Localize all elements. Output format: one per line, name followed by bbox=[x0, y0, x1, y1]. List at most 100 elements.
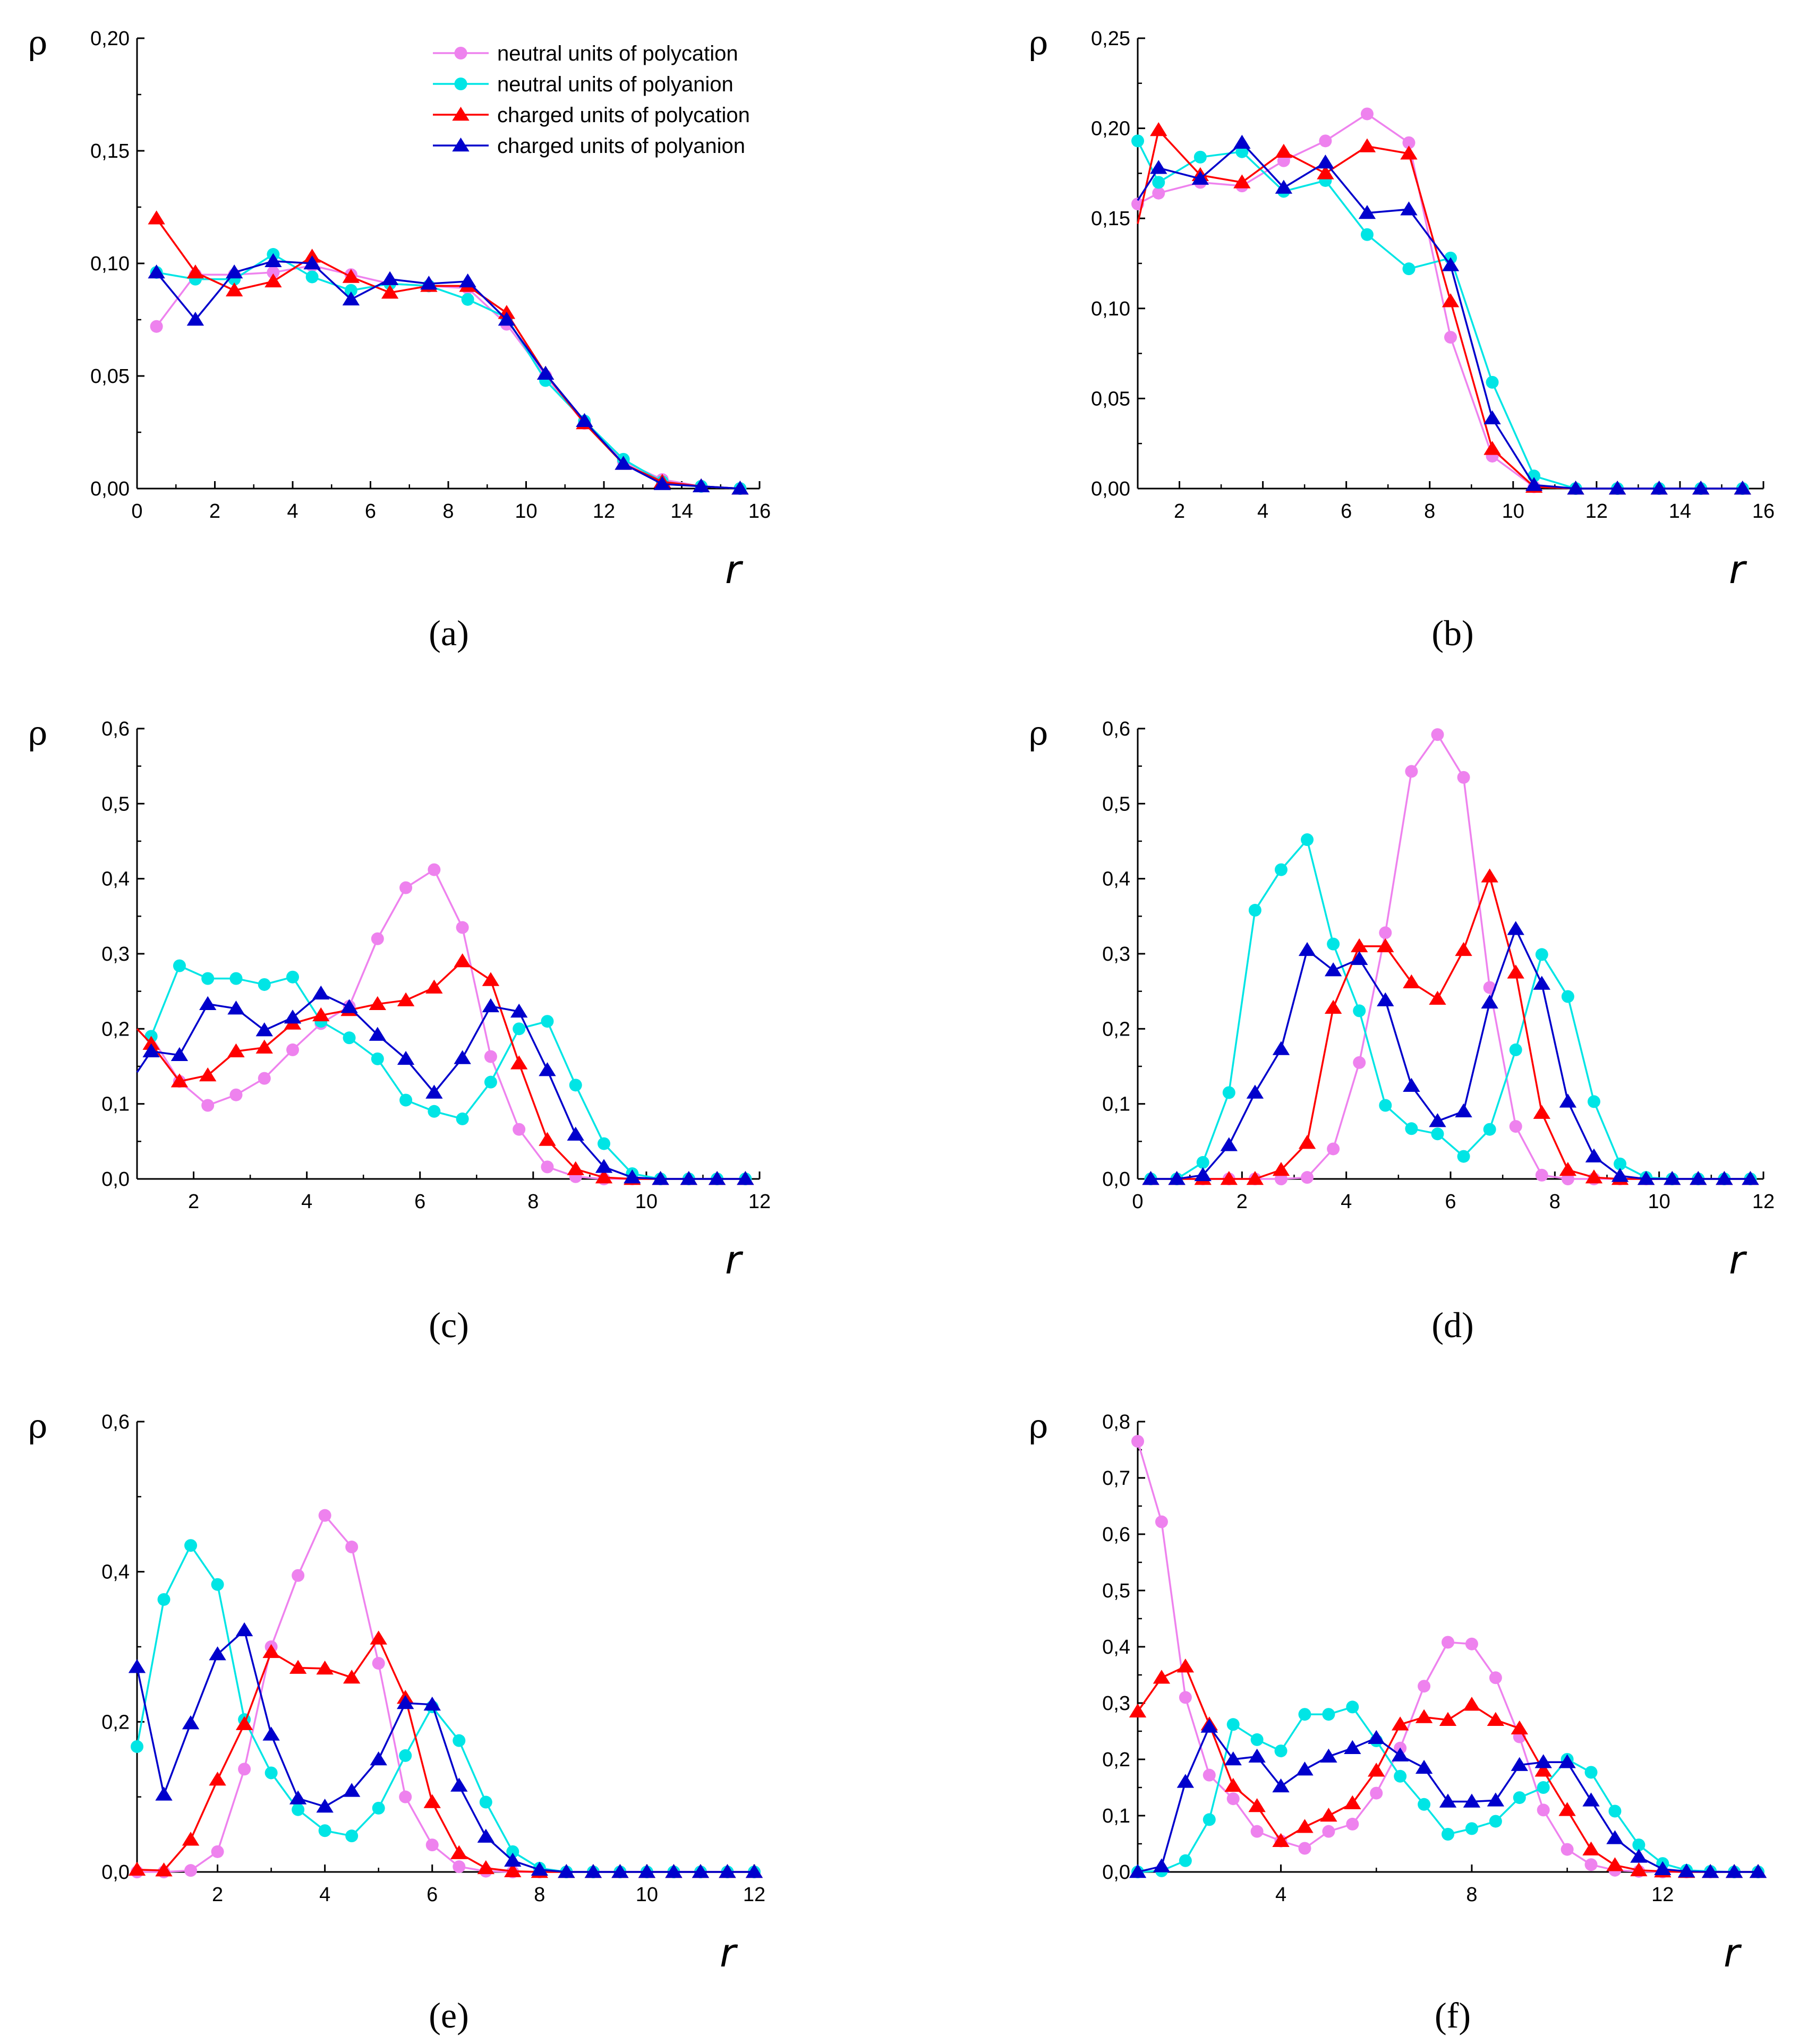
data-point bbox=[1391, 1716, 1409, 1731]
data-point bbox=[381, 271, 399, 285]
data-point bbox=[1155, 1515, 1168, 1528]
data-point bbox=[1431, 1127, 1444, 1141]
series-3 bbox=[148, 210, 749, 495]
data-point bbox=[1606, 1857, 1624, 1871]
data-point bbox=[1585, 1169, 1603, 1184]
data-point bbox=[265, 273, 282, 288]
data-point bbox=[1250, 1825, 1264, 1838]
data-point bbox=[1317, 155, 1334, 169]
data-point bbox=[539, 1062, 556, 1076]
data-point bbox=[128, 1659, 146, 1673]
data-point bbox=[584, 1864, 602, 1878]
data-point bbox=[340, 999, 358, 1013]
data-point bbox=[567, 1161, 584, 1175]
data-point bbox=[1584, 1766, 1598, 1779]
x-tick-label: 6 bbox=[365, 500, 376, 523]
data-point bbox=[1442, 293, 1460, 307]
data-point bbox=[1179, 1854, 1192, 1867]
data-point bbox=[1220, 1171, 1238, 1185]
data-point bbox=[541, 1160, 554, 1174]
x-axis-label: r bbox=[725, 547, 744, 593]
x-axis-label: r bbox=[720, 1930, 738, 1976]
data-point bbox=[1301, 833, 1314, 846]
legend-label: charged units of polycation bbox=[497, 104, 750, 127]
data-point bbox=[1481, 868, 1498, 883]
legend-marker bbox=[454, 78, 467, 90]
data-point bbox=[1403, 1077, 1420, 1092]
x-tick-label: 10 bbox=[515, 500, 537, 523]
panel-caption: (d) bbox=[1431, 1305, 1473, 1345]
data-point bbox=[186, 264, 204, 279]
x-tick-label: 10 bbox=[636, 1884, 658, 1906]
data-point bbox=[477, 1860, 494, 1875]
y-tick-label: 0,2 bbox=[1102, 1749, 1130, 1771]
y-tick-label: 0,0 bbox=[1102, 1861, 1130, 1884]
data-point bbox=[1415, 1709, 1433, 1723]
x-tick-label: 2 bbox=[212, 1884, 223, 1906]
data-point bbox=[479, 1795, 492, 1809]
series-3 bbox=[1129, 1658, 1767, 1878]
data-point bbox=[1203, 1768, 1216, 1782]
data-point bbox=[513, 1022, 526, 1036]
data-point bbox=[1353, 1004, 1366, 1017]
data-point bbox=[1150, 122, 1167, 136]
data-point bbox=[370, 1751, 387, 1766]
chart-panel-3: 0,0 0,1 0,2 0,3 0,4 0,5 0,6 2 4 6 8 10 12 ρ r (c) bbox=[28, 714, 771, 1345]
data-point bbox=[1455, 942, 1472, 956]
x-tick-label: 4 bbox=[1257, 500, 1268, 523]
data-point bbox=[1191, 170, 1209, 185]
y-axis-label: ρ bbox=[1029, 714, 1048, 752]
legend-marker bbox=[454, 47, 467, 59]
data-point bbox=[1587, 1095, 1600, 1108]
data-point bbox=[1327, 937, 1340, 951]
data-point bbox=[1444, 331, 1457, 344]
y-tick-label: 0,6 bbox=[101, 718, 130, 740]
data-point bbox=[1535, 1168, 1548, 1182]
data-point bbox=[1584, 1858, 1598, 1871]
x-tick-label: 6 bbox=[1445, 1191, 1456, 1213]
data-point bbox=[1142, 1171, 1159, 1185]
data-point bbox=[1405, 1122, 1418, 1135]
data-point bbox=[1442, 257, 1460, 271]
series-line bbox=[136, 1543, 754, 1873]
data-point bbox=[1248, 1748, 1266, 1763]
data-point bbox=[665, 1864, 683, 1878]
data-point bbox=[1351, 938, 1368, 953]
data-point bbox=[186, 312, 204, 326]
data-point bbox=[1377, 992, 1394, 1006]
data-point bbox=[1346, 1700, 1359, 1714]
data-point bbox=[1507, 921, 1524, 935]
data-point bbox=[1322, 1825, 1335, 1838]
data-point bbox=[1220, 1137, 1238, 1151]
data-point bbox=[541, 1015, 554, 1028]
data-point bbox=[155, 1862, 173, 1877]
y-tick-label: 0,15 bbox=[1091, 208, 1130, 230]
panel-caption: (c) bbox=[429, 1305, 468, 1345]
x-tick-label: 12 bbox=[593, 500, 615, 523]
data-point bbox=[345, 1541, 359, 1554]
data-point bbox=[1320, 1748, 1337, 1763]
data-point bbox=[1558, 1754, 1576, 1768]
data-point bbox=[345, 1829, 359, 1843]
x-tick-label: 16 bbox=[748, 500, 771, 523]
series-line bbox=[1150, 837, 1751, 1180]
data-point bbox=[201, 972, 215, 985]
data-point bbox=[1582, 1792, 1600, 1807]
data-point bbox=[1463, 1697, 1481, 1711]
data-point bbox=[638, 1864, 656, 1878]
y-tick-label: 0,1 bbox=[1102, 1805, 1130, 1827]
data-point bbox=[371, 1052, 384, 1065]
data-point bbox=[1561, 1843, 1574, 1856]
data-point bbox=[225, 282, 243, 297]
data-point bbox=[173, 959, 186, 972]
data-point bbox=[399, 881, 413, 894]
data-point bbox=[1403, 974, 1420, 988]
y-tick-label: 0,4 bbox=[101, 868, 130, 891]
data-point bbox=[1370, 1786, 1383, 1800]
data-point bbox=[1509, 1120, 1522, 1133]
data-point bbox=[1246, 1171, 1264, 1185]
data-point bbox=[615, 456, 632, 470]
data-point bbox=[1275, 179, 1293, 194]
data-point bbox=[1275, 143, 1293, 158]
data-point bbox=[227, 1000, 245, 1015]
